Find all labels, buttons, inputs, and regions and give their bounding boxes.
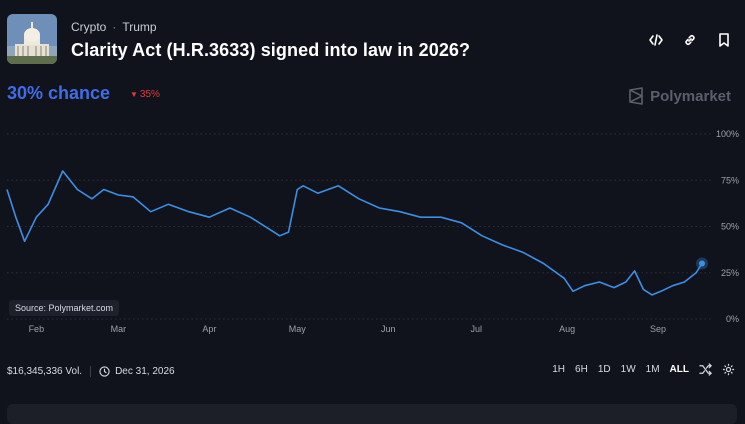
- divider: [90, 366, 92, 377]
- bottom-panel: [7, 404, 737, 424]
- x-tick-label: Jun: [381, 324, 396, 334]
- shuffle-icon[interactable]: [699, 363, 712, 376]
- breadcrumb-separator: ·: [112, 20, 117, 34]
- breadcrumb: Crypto · Trump: [71, 20, 157, 34]
- x-tick-label: Sep: [650, 324, 666, 334]
- bookmark-icon[interactable]: [713, 30, 735, 50]
- price-chart[interactable]: 0% 25% 50% 75% 100% Feb Mar Apr May Jun Jul Aug Sep: [0, 120, 745, 338]
- embed-icon[interactable]: [645, 30, 667, 50]
- breadcrumb-crypto[interactable]: Crypto: [71, 20, 107, 34]
- x-tick-label: Jul: [470, 324, 482, 334]
- range-1m[interactable]: 1M: [645, 364, 660, 375]
- source-label: Source: Polymarket.com: [9, 300, 120, 316]
- header-actions: [645, 30, 735, 50]
- current-point: [699, 260, 705, 267]
- market-meta: $16,345,336 Vol. Dec 31, 2026: [7, 366, 175, 377]
- delta-down-icon: ▼: [130, 90, 138, 99]
- range-6h[interactable]: 6H: [575, 364, 588, 375]
- price-line: [6, 170, 703, 296]
- breadcrumb-trump[interactable]: Trump: [122, 20, 157, 34]
- settings-gear-icon[interactable]: [722, 363, 735, 376]
- range-1h[interactable]: 1H: [552, 364, 566, 375]
- delta-value: 35%: [139, 89, 160, 100]
- chance-delta: ▼ 35%: [130, 89, 160, 100]
- x-tick-label: Apr: [202, 324, 216, 334]
- brand-logo: Polymarket: [628, 87, 731, 105]
- clock-icon: [99, 366, 110, 377]
- y-tick-label: 50%: [721, 222, 739, 232]
- y-tick-label: 25%: [721, 268, 739, 278]
- x-tick-label: Feb: [29, 324, 45, 334]
- range-1w[interactable]: 1W: [620, 364, 636, 375]
- range-all[interactable]: ALL: [669, 364, 689, 375]
- x-tick-label: Mar: [111, 324, 127, 334]
- y-tick-label: 75%: [721, 175, 739, 185]
- chance-value: 30% chance: [7, 83, 111, 103]
- brand-name: Polymarket: [650, 87, 731, 105]
- range-1d[interactable]: 1D: [597, 364, 611, 375]
- range-selector: 1H 6H 1D 1W 1M ALL: [552, 363, 735, 376]
- end-date: Dec 31, 2026: [115, 366, 175, 377]
- page-title: Clarity Act (H.R.3633) signed into law i…: [71, 40, 471, 60]
- market-thumbnail: [7, 14, 57, 64]
- link-icon[interactable]: [679, 30, 701, 50]
- volume: $16,345,336 Vol.: [7, 366, 83, 377]
- x-tick-label: Aug: [559, 324, 575, 334]
- x-tick-label: May: [289, 324, 307, 334]
- polymarket-logo-icon: [629, 87, 643, 105]
- y-tick-label: 100%: [716, 129, 739, 139]
- y-tick-label: 0%: [726, 314, 739, 324]
